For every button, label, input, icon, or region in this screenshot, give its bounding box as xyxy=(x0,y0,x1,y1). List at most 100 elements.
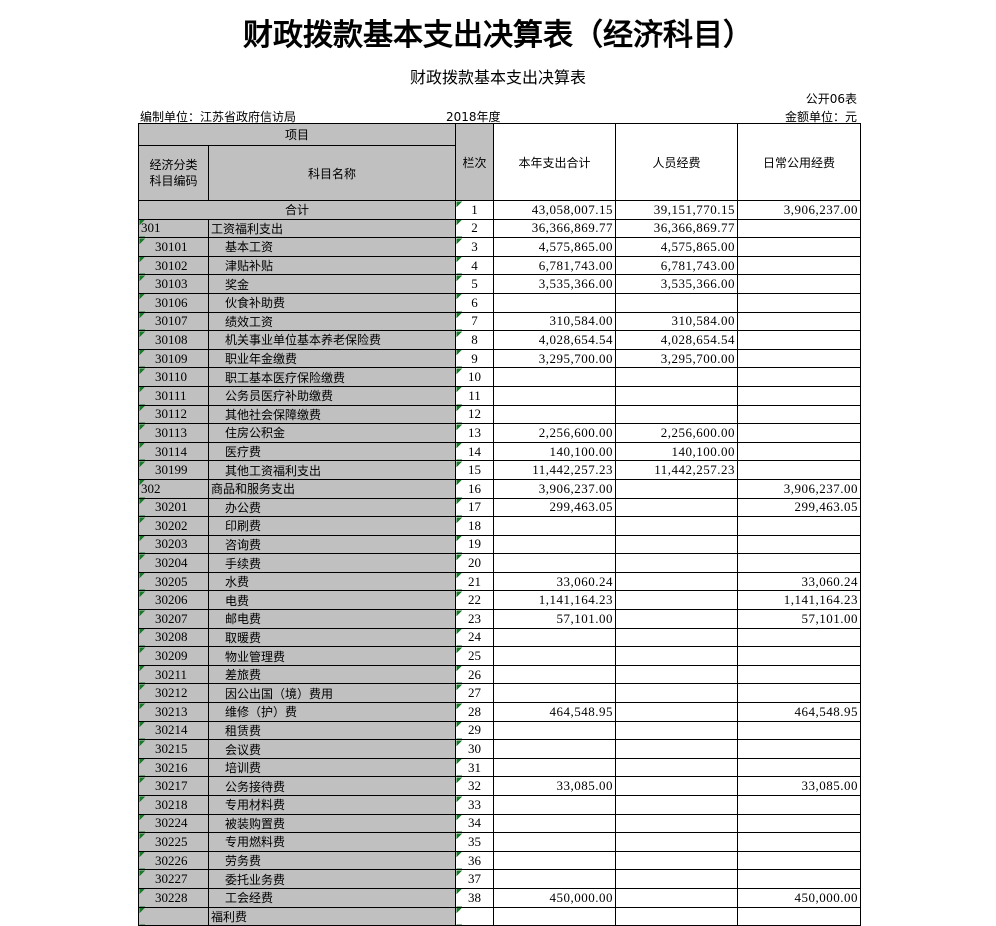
code-cell: 30110 xyxy=(138,367,209,387)
line-cell: 23 xyxy=(455,609,494,629)
amount-cell xyxy=(615,516,738,536)
line-cell: 36 xyxy=(455,850,494,871)
amount-cell xyxy=(493,404,616,425)
amount-cell xyxy=(493,516,616,536)
amount-cell xyxy=(737,813,861,834)
amount-cell xyxy=(493,292,616,313)
name-cell: 维修（护）费 xyxy=(208,702,456,722)
line-cell: 37 xyxy=(455,869,494,889)
amount-cell xyxy=(737,460,861,480)
name-cell: 其他社会保障缴费 xyxy=(208,404,456,425)
name-cell: 培训费 xyxy=(208,757,456,778)
amount-cell xyxy=(615,776,738,796)
line-cell: 18 xyxy=(455,516,494,536)
code-cell: 30213 xyxy=(138,702,209,722)
amount-cell: 1,141,164.23 xyxy=(493,590,616,611)
amount-cell: 33,085.00 xyxy=(737,776,861,796)
name-cell: 办公费 xyxy=(208,497,456,518)
amount-cell xyxy=(493,869,616,889)
code-cell: 30211 xyxy=(138,664,209,685)
amount-cell xyxy=(615,757,738,778)
line-cell: 32 xyxy=(455,776,494,796)
table-row: 30206 电费 22 1,141,164.23 1,141,164.23 xyxy=(138,590,861,611)
name-cell: 合计 xyxy=(138,200,456,220)
table-row: 30224 被装购置费 34 xyxy=(138,813,861,834)
header-cell: 日常公用经费 xyxy=(737,123,861,201)
code-cell: 30214 xyxy=(138,720,209,741)
code-cell: 30207 xyxy=(138,609,209,629)
code-cell: 30224 xyxy=(138,813,209,834)
header-cell: 本年支出合计 xyxy=(493,123,616,201)
line-cell: 22 xyxy=(455,590,494,611)
line-cell xyxy=(455,906,494,926)
code-cell: 30212 xyxy=(138,683,209,704)
table-row: 30215 会议费 30 xyxy=(138,739,861,759)
code-cell: 30111 xyxy=(138,385,209,406)
table-row: 30213 维修（护）费 28 464,548.95 464,548.95 xyxy=(138,702,861,722)
amount-cell xyxy=(737,330,861,350)
name-cell: 被装购置费 xyxy=(208,813,456,834)
amount-cell xyxy=(737,646,861,666)
amount-cell xyxy=(493,832,616,852)
amount-cell xyxy=(737,218,861,239)
line-cell: 8 xyxy=(455,330,494,350)
name-cell: 其他工资福利支出 xyxy=(208,460,456,480)
amount-cell xyxy=(493,720,616,741)
line-cell: 34 xyxy=(455,813,494,834)
header-cell: 人员经费 xyxy=(615,123,738,201)
amount-cell: 140,100.00 xyxy=(615,441,738,462)
amount-cell xyxy=(493,813,616,834)
table-row: 30226 劳务费 36 xyxy=(138,850,861,871)
amount-cell: 57,101.00 xyxy=(737,609,861,629)
name-cell: 绩效工资 xyxy=(208,311,456,332)
line-cell: 14 xyxy=(455,441,494,462)
amount-cell: 36,366,869.77 xyxy=(493,218,616,239)
amount-cell xyxy=(737,627,861,648)
code-cell: 30108 xyxy=(138,330,209,350)
amount-cell xyxy=(737,404,861,425)
amount-cell: 11,442,257.23 xyxy=(615,460,738,480)
line-cell: 3 xyxy=(455,237,494,257)
name-cell: 水费 xyxy=(208,571,456,592)
amount-cell xyxy=(737,516,861,536)
code-cell: 30202 xyxy=(138,516,209,536)
amount-cell: 2,256,600.00 xyxy=(493,423,616,443)
unit: 编制单位：江苏省政府信访局 xyxy=(140,110,297,124)
amount-cell: 3,906,237.00 xyxy=(737,200,861,220)
amount-cell xyxy=(493,664,616,685)
title: 财政拨款基本支出决算表（经济科目） xyxy=(243,18,753,53)
table-row: 30204 手续费 20 xyxy=(138,553,861,573)
name-cell: 住房公积金 xyxy=(208,423,456,443)
code-cell: 30201 xyxy=(138,497,209,518)
line-cell: 9 xyxy=(455,348,494,369)
code-cell: 30109 xyxy=(138,348,209,369)
amount-cell: 3,535,366.00 xyxy=(493,274,616,294)
amount-cell xyxy=(493,627,616,648)
amount-cell xyxy=(737,869,861,889)
line-cell: 6 xyxy=(455,292,494,313)
name-cell: 机关事业单位基本养老保险费 xyxy=(208,330,456,350)
table-row: 30114 医疗费 14 140,100.00 140,100.00 xyxy=(138,441,861,462)
code-cell: 30218 xyxy=(138,795,209,815)
amount-cell: 299,463.05 xyxy=(493,497,616,518)
table-row: 30110 职工基本医疗保险缴费 10 xyxy=(138,367,861,387)
subtitle: 财政拨款基本支出决算表 xyxy=(409,68,586,87)
code-cell: 30227 xyxy=(138,869,209,889)
table-row: 30209 物业管理费 25 xyxy=(138,646,861,666)
table-row: 30107 绩效工资 7 310,584.00 310,584.00 xyxy=(138,311,861,332)
amount-cell: 43,058,007.15 xyxy=(493,200,616,220)
amount-cell xyxy=(493,683,616,704)
amount-cell xyxy=(615,571,738,592)
amount-cell xyxy=(737,683,861,704)
code-cell: 30217 xyxy=(138,776,209,796)
amount-cell: 3,295,700.00 xyxy=(615,348,738,369)
code-cell: 30215 xyxy=(138,739,209,759)
amount-cell xyxy=(493,534,616,555)
amount-cell: 464,548.95 xyxy=(493,702,616,722)
amount-cell xyxy=(737,795,861,815)
code-cell: 30216 xyxy=(138,757,209,778)
amount-cell: 299,463.05 xyxy=(737,497,861,518)
code-cell: 30203 xyxy=(138,534,209,555)
table-row: 30112 其他社会保障缴费 12 xyxy=(138,404,861,425)
